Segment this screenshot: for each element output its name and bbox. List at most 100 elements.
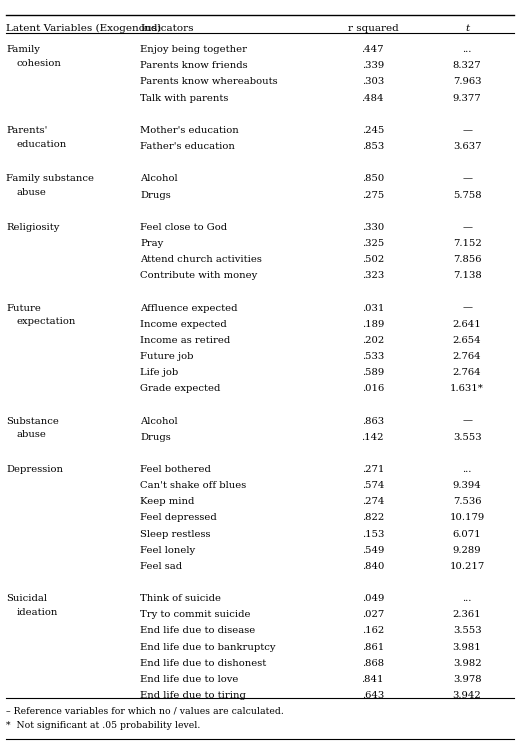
Text: —: —: [462, 174, 472, 183]
Text: Parents': Parents': [6, 126, 48, 135]
Text: 3.978: 3.978: [453, 675, 482, 684]
Text: r squared: r squared: [348, 24, 399, 33]
Text: Life job: Life job: [140, 368, 179, 377]
Text: End life due to disease: End life due to disease: [140, 626, 255, 635]
Text: Alcohol: Alcohol: [140, 417, 177, 426]
Text: 9.289: 9.289: [453, 546, 482, 555]
Text: Religiosity: Religiosity: [6, 223, 60, 232]
Text: education: education: [17, 140, 67, 149]
Text: Can't shake off blues: Can't shake off blues: [140, 481, 247, 490]
Text: 10.217: 10.217: [449, 562, 485, 571]
Text: .533: .533: [362, 352, 384, 361]
Text: Enjoy being together: Enjoy being together: [140, 45, 247, 54]
Text: Drugs: Drugs: [140, 432, 171, 441]
Text: 7.138: 7.138: [453, 271, 482, 280]
Text: 7.536: 7.536: [453, 497, 481, 506]
Text: .868: .868: [362, 659, 384, 668]
Text: .822: .822: [362, 514, 384, 523]
Text: Grade expected: Grade expected: [140, 384, 221, 393]
Text: Think of suicide: Think of suicide: [140, 594, 221, 603]
Text: End life due to love: End life due to love: [140, 675, 239, 684]
Text: abuse: abuse: [17, 430, 47, 439]
Text: .162: .162: [362, 626, 384, 635]
Text: End life due to bankruptcy: End life due to bankruptcy: [140, 642, 276, 651]
Text: *  Not significant at .05 probability level.: * Not significant at .05 probability lev…: [6, 721, 201, 730]
Text: Parents know friends: Parents know friends: [140, 62, 248, 71]
Text: Drugs: Drugs: [140, 190, 171, 199]
Text: Feel lonely: Feel lonely: [140, 546, 195, 555]
Text: .142: .142: [362, 432, 384, 441]
Text: .049: .049: [362, 594, 384, 603]
Text: 1.631*: 1.631*: [450, 384, 484, 393]
Text: .274: .274: [362, 497, 384, 506]
Text: Feel depressed: Feel depressed: [140, 514, 217, 523]
Text: Suicidal: Suicidal: [6, 594, 47, 603]
Text: Indicators: Indicators: [140, 24, 194, 33]
Text: Income as retired: Income as retired: [140, 336, 230, 345]
Text: Parents know whereabouts: Parents know whereabouts: [140, 77, 278, 86]
Text: 9.377: 9.377: [453, 94, 482, 102]
Text: Contribute with money: Contribute with money: [140, 271, 257, 280]
Text: .850: .850: [362, 174, 384, 183]
Text: .841: .841: [362, 675, 384, 684]
Text: Keep mind: Keep mind: [140, 497, 195, 506]
Text: —: —: [462, 304, 472, 313]
Text: .275: .275: [362, 190, 384, 199]
Text: Depression: Depression: [6, 465, 63, 474]
Text: Latent Variables (Exogenous): Latent Variables (Exogenous): [6, 24, 161, 33]
Text: End life due to dishonest: End life due to dishonest: [140, 659, 266, 668]
Text: Mother's education: Mother's education: [140, 126, 239, 135]
Text: Family substance: Family substance: [6, 174, 94, 183]
Text: Substance: Substance: [6, 417, 59, 426]
Text: abuse: abuse: [17, 188, 47, 197]
Text: cohesion: cohesion: [17, 59, 61, 68]
Text: 5.758: 5.758: [453, 190, 482, 199]
Text: 3.981: 3.981: [453, 642, 482, 651]
Text: Try to commit suicide: Try to commit suicide: [140, 611, 251, 620]
Text: Attend church activities: Attend church activities: [140, 255, 262, 264]
Text: .016: .016: [362, 384, 384, 393]
Text: Alcohol: Alcohol: [140, 174, 177, 183]
Text: 6.071: 6.071: [453, 529, 482, 538]
Text: ...: ...: [462, 465, 472, 474]
Text: .502: .502: [362, 255, 384, 264]
Text: .271: .271: [362, 465, 384, 474]
Text: ...: ...: [462, 594, 472, 603]
Text: Income expected: Income expected: [140, 320, 227, 329]
Text: 7.856: 7.856: [453, 255, 481, 264]
Text: Family: Family: [6, 45, 40, 54]
Text: End life due to tiring: End life due to tiring: [140, 691, 246, 700]
Text: .861: .861: [362, 642, 384, 651]
Text: 3.942: 3.942: [453, 691, 482, 700]
Text: Pray: Pray: [140, 239, 163, 248]
Text: —: —: [462, 223, 472, 232]
Text: 9.394: 9.394: [453, 481, 482, 490]
Text: .447: .447: [362, 45, 384, 54]
Text: —: —: [462, 126, 472, 135]
Text: .484: .484: [362, 94, 384, 102]
Text: Talk with parents: Talk with parents: [140, 94, 228, 102]
Text: .189: .189: [362, 320, 384, 329]
Text: expectation: expectation: [17, 317, 76, 326]
Text: .840: .840: [362, 562, 384, 571]
Text: 8.327: 8.327: [453, 62, 482, 71]
Text: 2.654: 2.654: [453, 336, 482, 345]
Text: 2.764: 2.764: [453, 368, 482, 377]
Text: Future: Future: [6, 304, 41, 313]
Text: 3.553: 3.553: [453, 432, 482, 441]
Text: Sleep restless: Sleep restless: [140, 529, 211, 538]
Text: 2.764: 2.764: [453, 352, 482, 361]
Text: Feel bothered: Feel bothered: [140, 465, 211, 474]
Text: .549: .549: [362, 546, 384, 555]
Text: 10.179: 10.179: [449, 514, 485, 523]
Text: .863: .863: [362, 417, 384, 426]
Text: Affluence expected: Affluence expected: [140, 304, 238, 313]
Text: 3.637: 3.637: [453, 142, 481, 151]
Text: 3.982: 3.982: [453, 659, 482, 668]
Text: .153: .153: [362, 529, 384, 538]
Text: .643: .643: [362, 691, 384, 700]
Text: t: t: [465, 24, 469, 33]
Text: 2.361: 2.361: [453, 611, 482, 620]
Text: .574: .574: [362, 481, 384, 490]
Text: – Reference variables for which no / values are calculated.: – Reference variables for which no / val…: [6, 706, 284, 715]
